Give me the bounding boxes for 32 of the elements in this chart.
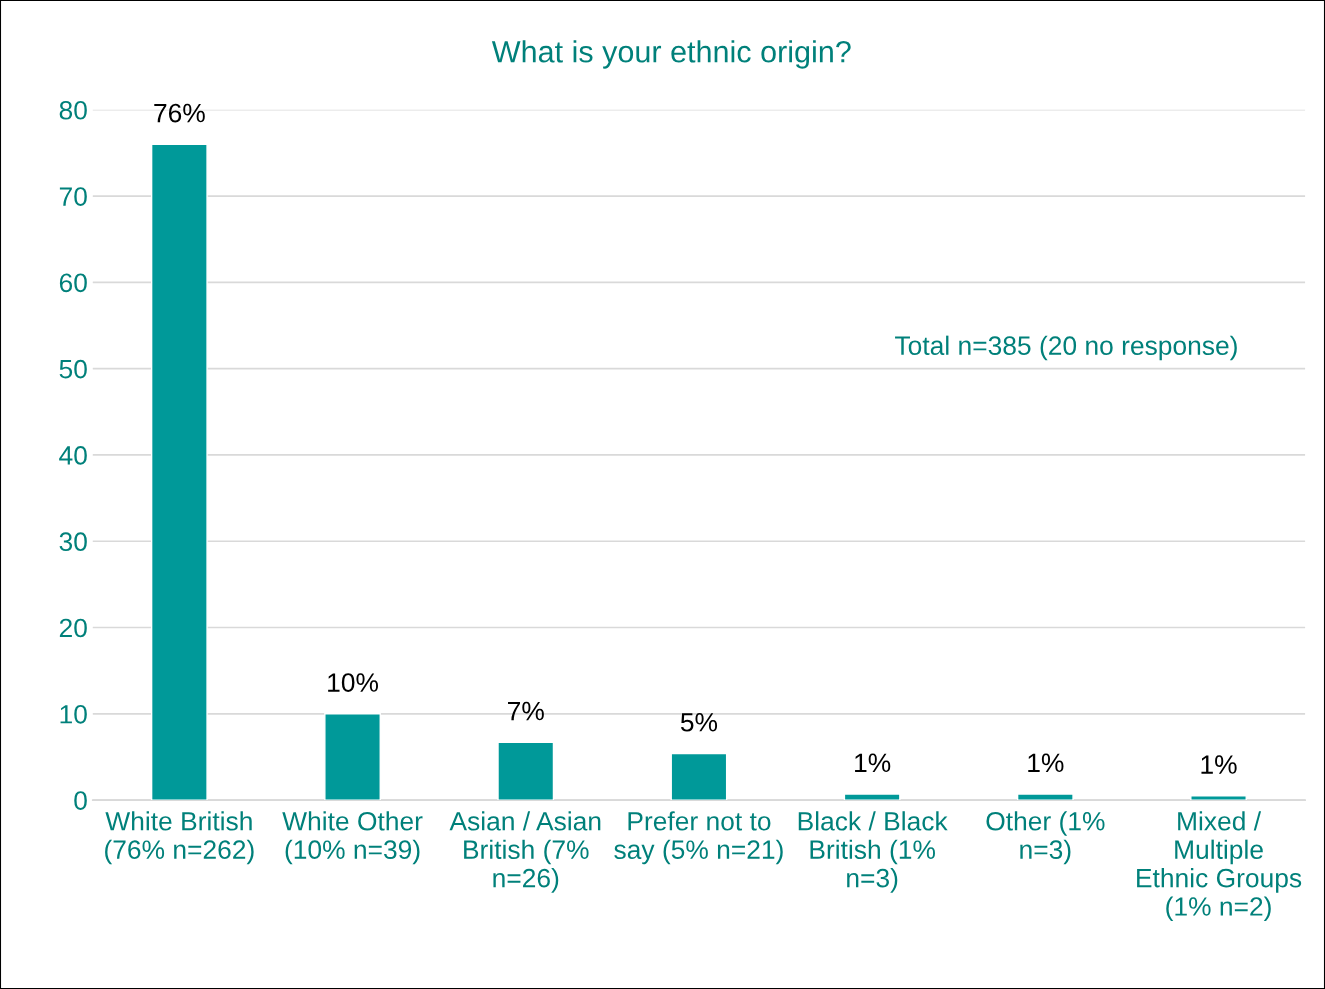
- bar: [497, 741, 555, 801]
- y-tick-label: 0: [74, 791, 87, 810]
- y-tick-label: 20: [59, 618, 87, 638]
- x-tick-label: Prefer not to say (5% n=21): [614, 811, 783, 865]
- bar: [324, 713, 381, 801]
- y-tick-label: 50: [59, 359, 87, 379]
- y-tick-label: 80: [59, 100, 87, 120]
- bar: [1190, 795, 1247, 801]
- y-tick-label: 70: [59, 187, 87, 206]
- y-tick-label: 40: [59, 446, 87, 465]
- bar: [843, 793, 901, 801]
- data-label: 76%: [154, 103, 205, 123]
- y-tick-label: 30: [59, 532, 87, 552]
- data-label: 7%: [508, 701, 544, 721]
- y-tick-label: 10: [60, 704, 87, 724]
- annotation: Total n=385 (20 no response): [895, 335, 1237, 361]
- data-label: 1%: [855, 753, 891, 773]
- bar: [1016, 793, 1074, 801]
- x-tick-label: Other (1% n=3): [986, 811, 1105, 865]
- data-label: 1%: [1201, 755, 1237, 774]
- data-label: 10%: [328, 673, 379, 692]
- bar: [670, 752, 728, 801]
- chart-title: What is your ethnic origin?: [491, 40, 851, 69]
- x-tick-label: Asian / Asian British (7% n=26): [449, 811, 601, 893]
- bar: [150, 143, 208, 801]
- x-tick-label: White Other (10% n=39): [282, 811, 423, 865]
- x-tick-label: Black / Black British (1% n=3): [798, 811, 948, 893]
- x-tick-label: White British (76% n=262): [105, 811, 254, 865]
- data-label: 5%: [680, 713, 718, 732]
- data-label: 1%: [1028, 753, 1064, 773]
- x-tick-label: Mixed / Multiple Ethnic Groups (1% n=2): [1137, 811, 1302, 922]
- y-tick-label: 60: [59, 273, 87, 293]
